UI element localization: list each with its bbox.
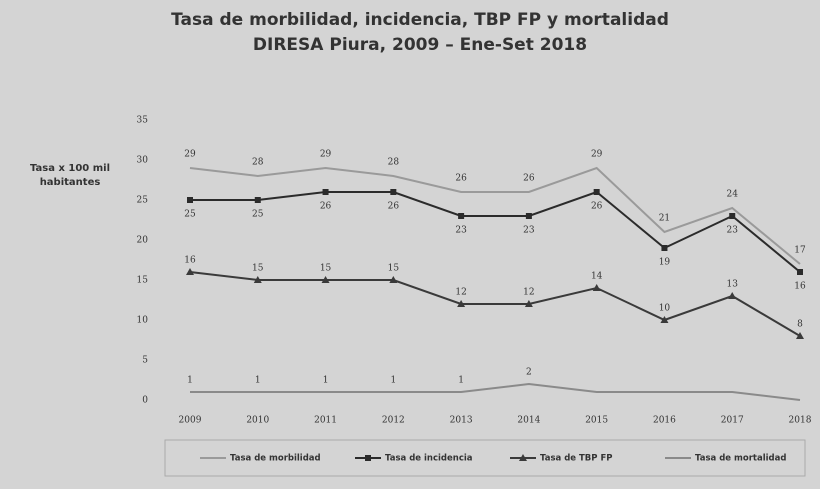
- y-tick-label: 10: [137, 316, 149, 326]
- series-line: [190, 190, 801, 273]
- x-tick-label: 2014: [517, 416, 540, 426]
- x-tick-label: 2009: [179, 416, 202, 426]
- value-label: 28: [388, 158, 400, 168]
- y-axis-label: Tasa x 100 mil habitantes: [29, 163, 111, 188]
- value-label: 26: [591, 202, 603, 212]
- marker: [457, 300, 466, 307]
- y-axis-label-box: Tasa x 100 mil habitantes: [29, 163, 111, 188]
- x-tick-label: 2011: [314, 416, 337, 426]
- value-label: 26: [320, 202, 332, 212]
- series-line: [190, 382, 801, 401]
- value-label: 14: [591, 272, 603, 282]
- value-label: 24: [726, 190, 738, 200]
- value-label: 23: [455, 226, 467, 236]
- legend-marker: [365, 455, 371, 461]
- marker: [661, 245, 668, 251]
- value-label: 26: [455, 174, 467, 184]
- value-label: 16: [184, 256, 196, 266]
- chart-title: Tasa de morbilidad, incidencia, TBP FP y…: [171, 10, 669, 30]
- value-label: 1: [255, 376, 261, 386]
- marker: [525, 213, 532, 219]
- y-tick-label: 20: [137, 236, 149, 246]
- value-label: 13: [726, 280, 738, 290]
- value-label: 26: [388, 202, 400, 212]
- chart-subtitle: DIRESA Piura, 2009 – Ene-Set 2018: [253, 35, 587, 55]
- marker: [660, 316, 669, 323]
- marker: [524, 300, 533, 307]
- value-label: 26: [523, 174, 535, 184]
- value-label: 28: [252, 158, 264, 168]
- value-label: 21: [659, 214, 670, 224]
- y-tick-label: 25: [137, 196, 149, 206]
- legend-marker: [519, 454, 527, 461]
- marker: [321, 276, 330, 283]
- value-label: 15: [320, 264, 332, 274]
- value-label: 1: [458, 376, 464, 386]
- marker: [593, 189, 600, 195]
- value-label: 29: [184, 150, 196, 160]
- marker: [592, 284, 601, 291]
- value-label: 29: [320, 150, 332, 160]
- value-label: 17: [794, 246, 806, 256]
- marker: [389, 276, 398, 283]
- marker: [322, 189, 329, 195]
- value-label: 23: [523, 226, 535, 236]
- value-label: 1: [390, 376, 396, 386]
- y-tick-label: 30: [137, 156, 149, 166]
- marker: [797, 269, 803, 275]
- x-tick-label: 2010: [246, 416, 269, 426]
- value-label: 10: [659, 304, 671, 314]
- marker: [390, 189, 397, 195]
- legend-label: Tasa de morbilidad: [230, 454, 321, 464]
- series-line: [189, 166, 801, 265]
- value-label: 19: [659, 258, 671, 268]
- value-label: 23: [726, 226, 738, 236]
- y-tick-label: 35: [137, 116, 149, 126]
- marker: [254, 197, 261, 203]
- x-tick-label: 2015: [585, 416, 608, 426]
- marker: [253, 276, 262, 283]
- y-tick-label: 0: [142, 396, 148, 406]
- value-label: 15: [388, 264, 400, 274]
- x-tick-label: 2016: [653, 416, 676, 426]
- y-tick-label: 15: [137, 276, 149, 286]
- x-tick-label: 2013: [450, 416, 473, 426]
- x-tick-label: 2017: [721, 416, 744, 426]
- value-label: 25: [184, 210, 196, 220]
- legend-box: [164, 439, 806, 477]
- marker: [729, 213, 736, 219]
- marker: [187, 197, 193, 203]
- value-label: 15: [252, 264, 264, 274]
- marker: [728, 292, 737, 299]
- legend-label: Tasa de mortalidad: [695, 454, 786, 464]
- value-label: 16: [794, 282, 806, 292]
- value-label: 1: [323, 376, 329, 386]
- series-line: [189, 271, 801, 337]
- value-label: 29: [591, 150, 603, 160]
- value-label: 12: [523, 288, 534, 298]
- value-label: 1: [187, 376, 193, 386]
- x-tick-label: 2018: [789, 416, 812, 426]
- marker: [796, 332, 804, 339]
- legend-label: Tasa de TBP FP: [540, 454, 613, 464]
- value-label: 12: [455, 288, 466, 298]
- value-label: 2: [526, 368, 532, 378]
- marker: [186, 268, 194, 275]
- legend-label: Tasa de incidencia: [385, 454, 473, 464]
- y-tick-label: 5: [142, 356, 148, 366]
- marker: [458, 213, 465, 219]
- value-label: 25: [252, 210, 264, 220]
- value-label: 8: [797, 320, 803, 330]
- x-tick-label: 2012: [382, 416, 405, 426]
